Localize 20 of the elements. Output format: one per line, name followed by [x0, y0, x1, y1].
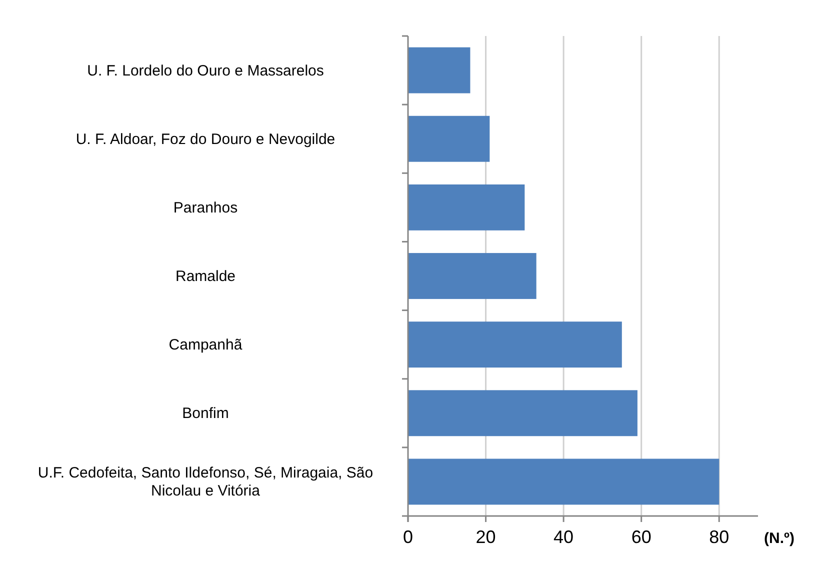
bar	[408, 390, 638, 436]
y-tick-label: Campanhã	[168, 336, 243, 354]
x-tick-label: 20	[476, 527, 496, 547]
x-tick-label: 40	[554, 527, 574, 547]
y-tick-label: U. F. Lordelo do Ouro e Massarelos	[87, 62, 324, 80]
bar	[408, 253, 536, 299]
x-tick-label: 0	[402, 527, 414, 547]
y-tick-label: U.F. Cedofeita, Santo Ildefonso, Sé, Miragaia, São Nicolau e Vitória	[38, 464, 374, 500]
bar	[408, 458, 720, 505]
bar	[408, 322, 622, 368]
x-axis-title: (N.º)	[764, 530, 794, 547]
x-tick-label: 60	[631, 527, 652, 547]
bar	[408, 184, 525, 230]
x-tick-label: 80	[709, 527, 730, 547]
y-tick-label: U. F. Aldoar, Foz do Douro e Nevogilde	[76, 130, 336, 148]
y-tick-label: Bonfim	[182, 405, 229, 422]
y-tick-label: Ramalde	[175, 268, 236, 285]
bar	[408, 116, 490, 162]
y-tick-label: Paranhos	[173, 199, 238, 216]
bar	[408, 47, 470, 94]
